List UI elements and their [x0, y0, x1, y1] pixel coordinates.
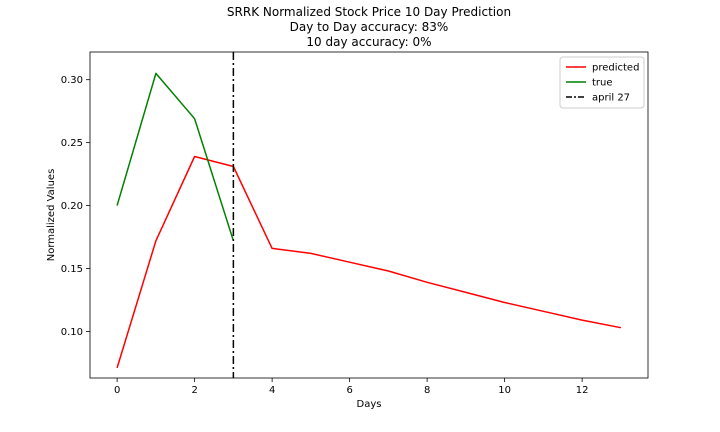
x-tick-label: 6 — [346, 385, 352, 396]
title-line: Day to Day accuracy: 83% — [290, 20, 449, 34]
y-tick-label: 0.30 — [61, 75, 83, 86]
y-tick-label: 0.10 — [61, 327, 83, 338]
x-tick-label: 12 — [576, 385, 589, 396]
axis-ticks: 0 2 4 6 8 10 12 0.10 0.15 0.20 0.25 0.30 — [61, 75, 589, 396]
legend-label: true — [592, 78, 613, 89]
legend: predicted true april 27 — [559, 56, 645, 109]
y-tick-label: 0.25 — [61, 138, 83, 149]
legend-box — [559, 56, 645, 109]
legend-label: predicted — [592, 63, 639, 74]
y-axis-label: Normalized Values — [46, 169, 57, 262]
chart-title: SRRK Normalized Stock Price 10 Day Predi… — [227, 5, 511, 49]
legend-label: april 27 — [592, 93, 630, 104]
x-tick-label: 8 — [424, 385, 430, 396]
x-tick-label: 4 — [269, 385, 275, 396]
x-axis-label: Days — [357, 399, 382, 410]
title-line: 10 day accuracy: 0% — [306, 35, 431, 49]
plot-area — [116, 52, 622, 378]
plot-frame — [89, 51, 649, 379]
series-line-true — [116, 72, 235, 242]
x-tick-label: 2 — [191, 385, 197, 396]
x-tick-label: 0 — [114, 385, 120, 396]
series-line-predicted — [116, 155, 622, 369]
x-tick-label: 10 — [498, 385, 511, 396]
y-tick-label: 0.20 — [61, 201, 83, 212]
title-line: SRRK Normalized Stock Price 10 Day Predi… — [227, 5, 511, 19]
y-tick-label: 0.15 — [61, 264, 83, 275]
